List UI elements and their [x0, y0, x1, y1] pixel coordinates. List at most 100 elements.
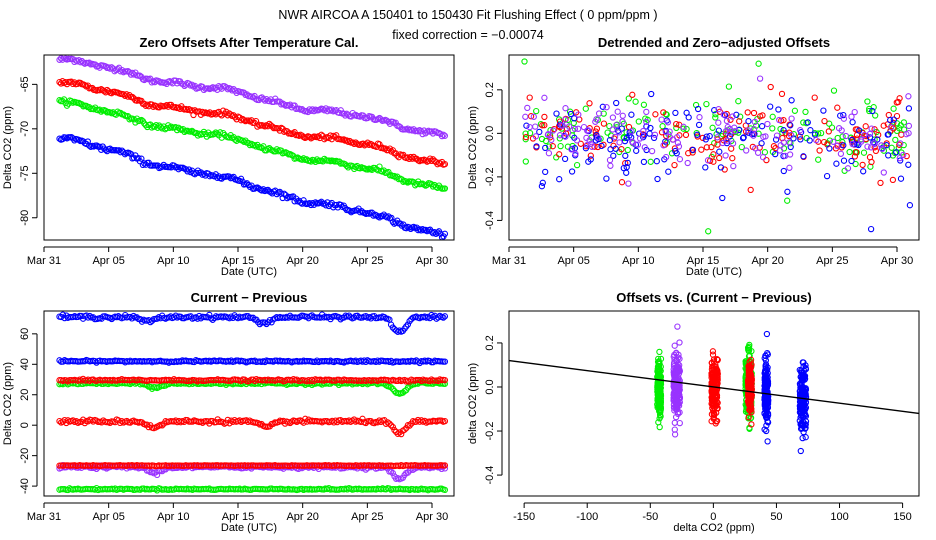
data-point [226, 173, 233, 180]
data-point [426, 314, 433, 322]
data-point [729, 113, 736, 120]
data-point [233, 89, 240, 97]
data-point [69, 417, 77, 424]
data-point [74, 58, 81, 65]
data-point [905, 122, 913, 130]
data-point [745, 129, 752, 136]
data-point [246, 141, 254, 149]
data-point [603, 104, 610, 111]
data-point [394, 430, 401, 437]
data-point [696, 114, 703, 121]
data-point [838, 127, 845, 134]
x-axis: Mar 31 Apr 05 Apr 10 Apr 15 Apr 20 Apr 25 Apr … [27, 502, 448, 534]
x-tick-label: Apr 15 [222, 511, 254, 523]
data-point [892, 136, 899, 144]
data-point [660, 142, 667, 149]
data-point [318, 131, 325, 138]
data-point [441, 376, 449, 384]
data-point [600, 110, 607, 117]
data-point [844, 165, 852, 172]
data-point [98, 146, 105, 153]
data-point [620, 164, 627, 172]
y-tick-label: -0.4 [484, 466, 496, 485]
data-point [575, 125, 582, 132]
data-point [101, 88, 108, 95]
data-point [887, 116, 894, 124]
data-point [860, 168, 867, 175]
data-point [624, 159, 631, 167]
y-tick-label: -0.4 [484, 211, 496, 230]
data-point [387, 422, 395, 429]
data-point [548, 136, 555, 144]
data-point [735, 129, 742, 136]
data-point [150, 103, 157, 110]
data-point [788, 115, 795, 122]
data-point [629, 91, 636, 98]
data-point [441, 185, 449, 192]
data-point [594, 143, 601, 151]
data-point [672, 350, 680, 357]
data-point [389, 423, 396, 431]
data-point [728, 145, 735, 152]
data-point [337, 316, 344, 323]
data-point [310, 107, 318, 115]
data-point [879, 145, 886, 153]
data-points [521, 58, 914, 235]
data-point [431, 229, 438, 236]
data-point [260, 186, 267, 193]
data-point [541, 122, 548, 129]
data-point [585, 158, 592, 165]
data-point [745, 366, 752, 373]
data-point [712, 370, 720, 377]
data-point [582, 105, 589, 112]
data-point [869, 107, 876, 115]
y-tick-label: 40 [19, 358, 31, 370]
data-point [618, 179, 626, 186]
data-point [281, 190, 288, 197]
data-point [615, 129, 623, 136]
data-point [635, 118, 642, 125]
data-point [717, 164, 725, 171]
data-point [643, 123, 650, 130]
data-point [562, 116, 569, 123]
data-point [577, 140, 584, 147]
data-point [441, 313, 449, 320]
data-point [714, 380, 721, 387]
data-point [851, 108, 858, 116]
x-tick-label: Apr 20 [286, 255, 318, 267]
data-point [249, 314, 257, 321]
chart-title: Detrended and Zero−adjusted Offsets [598, 35, 830, 50]
data-point [673, 150, 680, 157]
data-point [57, 55, 65, 62]
data-point [417, 227, 425, 234]
data-point [802, 424, 809, 431]
data-point [632, 98, 639, 105]
data-point [709, 351, 717, 358]
data-point [806, 137, 813, 144]
data-point [897, 122, 904, 129]
data-point [114, 108, 121, 115]
data-point [762, 379, 770, 386]
data-point [549, 143, 556, 150]
data-point [702, 164, 709, 171]
x-tick-label: Apr 10 [157, 255, 189, 267]
data-point [629, 139, 637, 146]
data-point [200, 170, 208, 178]
data-point [745, 395, 752, 402]
data-point [643, 108, 650, 116]
data-point [674, 410, 682, 418]
data-point [813, 136, 820, 144]
data-point [556, 135, 563, 142]
data-point [780, 127, 787, 134]
data-point [706, 132, 713, 140]
x-tick-label: Apr 30 [881, 255, 913, 267]
data-point [606, 156, 614, 164]
data-point [662, 138, 669, 145]
data-point [862, 123, 869, 130]
data-point [763, 156, 770, 164]
data-point [694, 131, 701, 138]
